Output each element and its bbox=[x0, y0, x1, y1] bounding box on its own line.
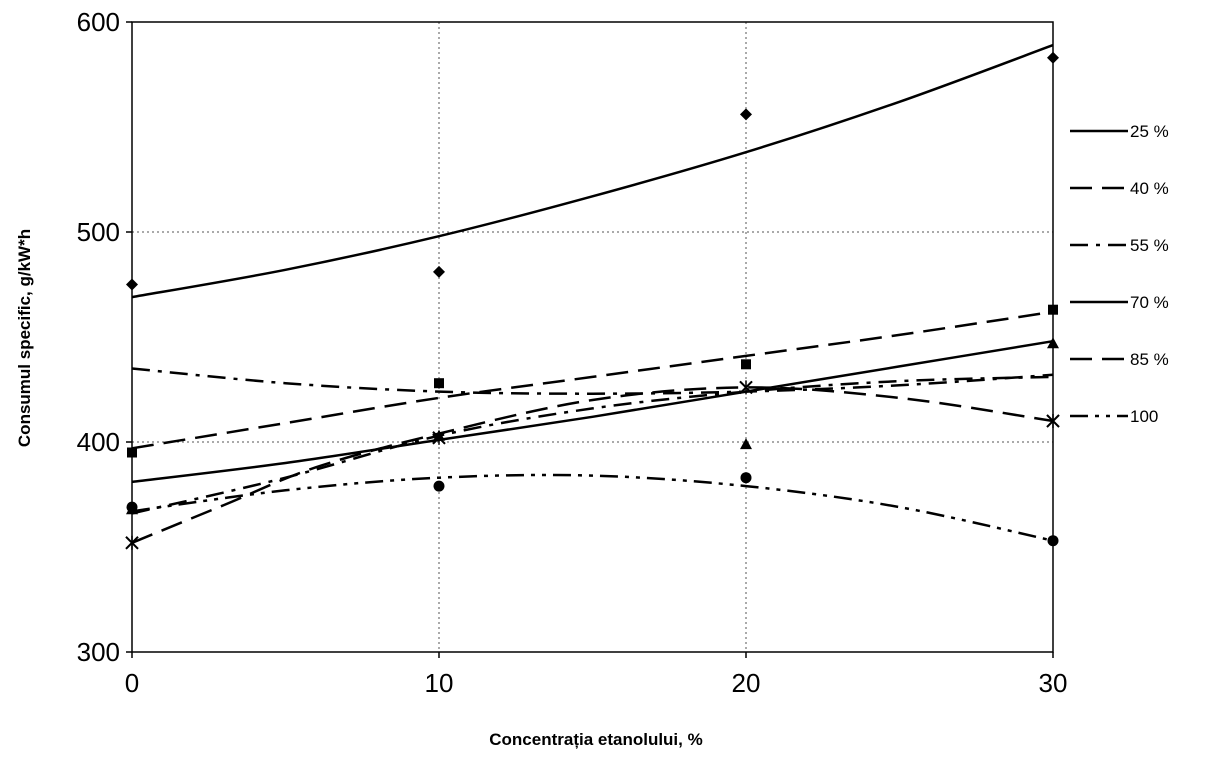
data-point-series-2 bbox=[741, 359, 751, 370]
legend-item: 40 % bbox=[1070, 179, 1169, 198]
data-point-series-3 bbox=[1047, 337, 1059, 349]
diamond-marker-shape bbox=[433, 265, 445, 278]
data-point-series-5 bbox=[1046, 414, 1060, 428]
data-point-series-5 bbox=[739, 380, 753, 395]
triangle-marker-shape bbox=[1047, 337, 1059, 349]
diamond-marker-shape bbox=[1047, 51, 1059, 64]
series-layer bbox=[131, 43, 1054, 544]
y-tick-label: 600 bbox=[77, 7, 120, 37]
series-line-3 bbox=[131, 375, 1054, 515]
legend-item: 55 % bbox=[1070, 236, 1169, 255]
series-line-5 bbox=[131, 386, 1054, 544]
data-point-series-1 bbox=[1047, 51, 1059, 64]
legend-item: 70 % bbox=[1070, 293, 1169, 312]
x-tick-label: 20 bbox=[732, 668, 761, 698]
marker-layer bbox=[125, 51, 1060, 550]
y-tick-label: 300 bbox=[77, 637, 120, 667]
square-marker-shape bbox=[434, 378, 444, 389]
x-tick-label: 10 bbox=[425, 668, 454, 698]
y-tick-label: 400 bbox=[77, 427, 120, 457]
data-point-series-6 bbox=[433, 480, 445, 492]
data-point-series-1 bbox=[126, 278, 138, 291]
secondary-trend-line bbox=[131, 367, 1054, 395]
legend-item: 25 % bbox=[1070, 122, 1169, 141]
circle-marker-shape bbox=[740, 472, 752, 484]
square-marker-shape bbox=[741, 359, 751, 370]
legend-label: 40 % bbox=[1130, 179, 1169, 198]
data-point-series-6 bbox=[126, 501, 138, 513]
circle-marker-shape bbox=[126, 501, 138, 513]
legend-label: 25 % bbox=[1130, 122, 1169, 141]
legend-item: 85 % bbox=[1070, 350, 1169, 369]
square-marker-shape bbox=[1048, 304, 1058, 315]
triangle-marker-shape bbox=[740, 438, 752, 450]
circle-marker-shape bbox=[1047, 535, 1059, 547]
plot-area-border bbox=[131, 21, 1054, 653]
grid-layer bbox=[132, 22, 1053, 652]
y-axis-title: Consumul specific, g/kW*h bbox=[15, 229, 34, 447]
legend-label: 100 bbox=[1130, 407, 1158, 426]
legend-label: 70 % bbox=[1130, 293, 1169, 312]
series-line-1 bbox=[131, 43, 1054, 299]
series-line-2 bbox=[131, 310, 1054, 450]
data-point-series-2 bbox=[1048, 304, 1058, 315]
y-tick-label: 500 bbox=[77, 217, 120, 247]
data-point-series-3 bbox=[740, 438, 752, 450]
series-line-6 bbox=[131, 473, 1054, 542]
x-tick-label: 30 bbox=[1039, 668, 1068, 698]
x-axis-title: Concentrația etanolului, % bbox=[489, 730, 702, 749]
legend: 25 % 40 % 55 % 70 % 85 % 100 bbox=[1070, 122, 1169, 426]
data-point-series-1 bbox=[433, 265, 445, 278]
data-point-series-6 bbox=[740, 472, 752, 484]
circle-marker-shape bbox=[433, 480, 445, 492]
square-marker-shape bbox=[127, 447, 137, 458]
data-point-series-5 bbox=[125, 535, 139, 550]
data-point-series-1 bbox=[740, 108, 752, 121]
x-tick-label: 0 bbox=[125, 668, 139, 698]
diamond-marker-shape bbox=[126, 278, 138, 291]
data-point-series-2 bbox=[127, 447, 137, 458]
legend-item: 100 bbox=[1070, 407, 1158, 426]
tick-layer: 0 10 20 30 300 400 500 600 bbox=[77, 7, 1068, 698]
legend-label: 55 % bbox=[1130, 236, 1169, 255]
data-point-series-2 bbox=[434, 378, 444, 389]
data-point-series-5 bbox=[432, 430, 446, 445]
diamond-marker-shape bbox=[740, 108, 752, 121]
plot-frame bbox=[131, 21, 1054, 653]
series-line-4 bbox=[131, 339, 1054, 484]
legend-label: 85 % bbox=[1130, 350, 1169, 369]
data-point-series-6 bbox=[1047, 535, 1059, 547]
